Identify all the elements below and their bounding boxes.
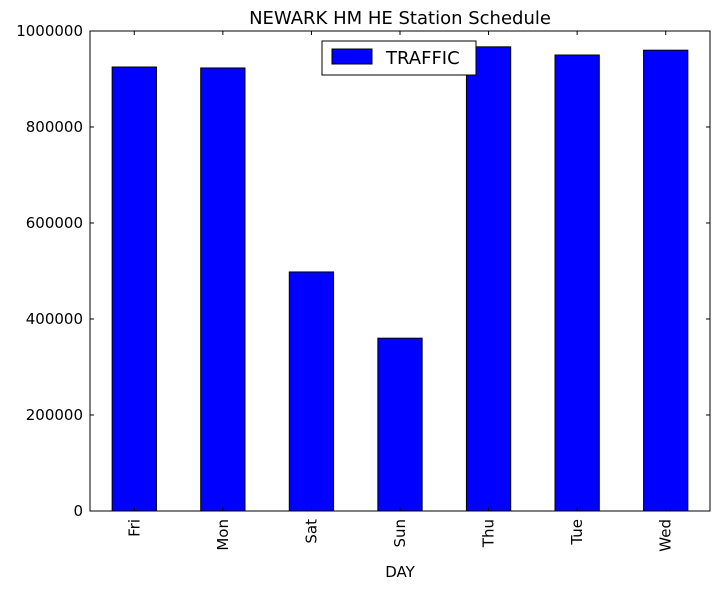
y-tick-label-4: 800000 — [26, 118, 83, 136]
y-tick-label-0: 0 — [73, 502, 83, 520]
x-axis-label: DAY — [385, 563, 415, 581]
chart-title: NEWARK HM HE Station Schedule — [249, 8, 551, 29]
x-tick-label-mon: Mon — [214, 519, 232, 551]
bar-thu — [465, 46, 512, 512]
y-tick-label-3: 600000 — [26, 214, 83, 232]
bar-mon — [200, 67, 246, 512]
y-axis-ticks: 0 200000 400000 600000 800000 1000000 — [16, 22, 710, 520]
x-tick-label-thu: Thu — [480, 519, 498, 548]
legend-label-traffic: TRAFFIC — [385, 48, 460, 69]
bars-group — [111, 46, 689, 512]
x-tick-label-tue: Tue — [568, 519, 586, 546]
x-tick-label-sat: Sat — [302, 519, 320, 544]
bar-fri — [111, 66, 157, 512]
x-axis-ticks: Fri Mon Sat Sun Thu Tue Wed — [125, 31, 675, 552]
bar-sat — [288, 271, 335, 512]
y-tick-label-5: 1000000 — [16, 22, 83, 40]
x-tick-label-sun: Sun — [391, 519, 409, 548]
legend: TRAFFIC — [321, 40, 477, 76]
y-tick-label-1: 200000 — [26, 406, 83, 424]
bar-tue — [554, 54, 600, 512]
bar-sun — [377, 337, 423, 512]
plot-frame — [89, 30, 711, 512]
x-tick-label-wed: Wed — [657, 519, 675, 552]
legend-swatch — [331, 48, 373, 65]
x-tick-label-fri: Fri — [125, 519, 143, 537]
bar-wed — [643, 49, 689, 512]
y-tick-label-2: 400000 — [26, 310, 83, 328]
